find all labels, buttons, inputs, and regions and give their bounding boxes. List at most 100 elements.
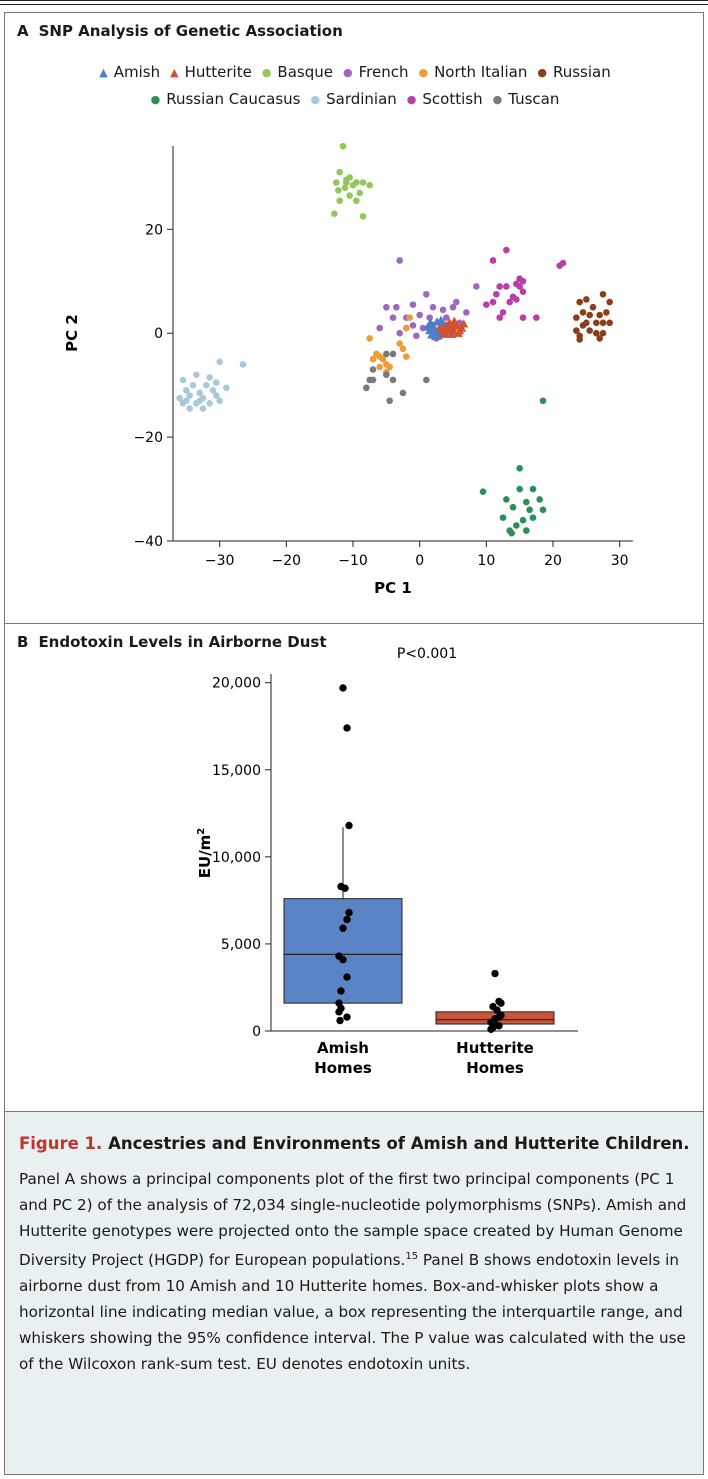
point-russian — [589, 303, 597, 311]
point-sardinian — [216, 358, 223, 366]
point-sardinian — [213, 392, 220, 399]
point-scottish — [519, 277, 527, 285]
x-category-label-hutterite: Hutterite — [456, 1039, 534, 1057]
panel-a-letter: A — [17, 22, 29, 40]
y-tick-label: 20 — [145, 222, 163, 238]
caption-figure-label: Figure 1. — [19, 1134, 103, 1153]
point-russian — [593, 319, 600, 327]
point-russian — [573, 314, 580, 321]
point-sardinian — [203, 381, 210, 389]
point-french — [389, 314, 397, 321]
point-sardinian — [186, 405, 193, 412]
top-rule — [0, 0, 708, 5]
legend-marker-russian: ● — [537, 66, 547, 79]
legend-marker-north-italian: ● — [418, 66, 429, 79]
legend-item-russian: ● Russian — [537, 63, 610, 81]
y-tick-label: 10,000 — [212, 850, 261, 866]
point-sardinian — [179, 376, 187, 384]
point-french — [449, 303, 457, 311]
legend-label-tuscan: Tuscan — [508, 90, 560, 108]
point-russian — [586, 327, 593, 334]
point-russian — [579, 309, 587, 316]
data-point-amish — [335, 1008, 343, 1016]
y-axis-title: EU/m2 — [196, 828, 214, 879]
point-scottish — [519, 288, 527, 295]
point-basque — [353, 179, 360, 186]
point-basque — [346, 192, 353, 199]
point-russian — [586, 311, 593, 319]
y-tick-label: −20 — [133, 430, 163, 446]
point-hutterite — [453, 328, 463, 337]
point-north-italian — [403, 324, 410, 332]
point-tuscan — [389, 350, 397, 358]
point-french — [439, 306, 447, 314]
point-basque — [366, 181, 373, 189]
point-tuscan — [363, 384, 370, 392]
point-french — [463, 309, 470, 316]
caption-text-part-2: Panel B shows endotoxin levels in airbor… — [19, 1251, 686, 1374]
point-french — [453, 298, 460, 306]
point-basque — [335, 187, 342, 194]
data-point-amish — [339, 684, 347, 692]
legend-marker-hutterite: ▲ — [170, 66, 179, 79]
point-russian-caucasus — [523, 498, 530, 506]
caption-heading: Ancestries and Environments of Amish and… — [108, 1134, 690, 1153]
x-tick-label: 10 — [477, 553, 495, 569]
point-scottish — [499, 309, 507, 316]
point-russian-caucasus — [526, 506, 533, 514]
data-point-amish — [343, 724, 351, 732]
point-russian-caucasus — [509, 503, 517, 511]
x-tick-label: 0 — [415, 553, 424, 569]
box-plot: 0 5,000 10,000 15,000 20,000 P<0.001 EU/m2 Amis… — [196, 646, 578, 1077]
p-value-annotation: P<0.001 — [397, 646, 457, 662]
legend-item-north-italian: ● North Italian — [418, 63, 527, 81]
data-point-amish — [339, 955, 347, 964]
point-tuscan — [386, 397, 393, 405]
point-french — [416, 311, 423, 319]
legend-item-tuscan: ● Tuscan — [493, 90, 560, 108]
data-point-amish — [336, 1016, 344, 1025]
data-point-amish — [339, 924, 347, 932]
x-category-sublabel-hutterite: Homes — [466, 1059, 524, 1077]
point-sardinian — [196, 397, 203, 405]
panel-a-heading: SNP Analysis of Genetic Association — [38, 22, 343, 40]
point-french — [396, 329, 403, 337]
data-point-amish — [345, 821, 353, 830]
point-russian-caucasus — [529, 514, 537, 521]
legend-marker-amish: ▲ — [99, 66, 108, 79]
legend-item-scottish: ● Scottish — [407, 90, 483, 108]
point-russian-caucasus — [508, 529, 515, 537]
point-russian-caucasus — [539, 506, 547, 514]
point-scottish — [489, 298, 497, 306]
point-russian — [573, 327, 580, 334]
point-hutterite — [457, 323, 467, 332]
point-russian-caucasus — [539, 397, 547, 405]
point-sardinian — [196, 389, 203, 397]
point-russian — [593, 329, 600, 337]
point-russian — [583, 319, 590, 327]
point-french — [413, 332, 420, 340]
point-basque — [333, 179, 340, 186]
point-french — [429, 303, 437, 311]
point-french — [393, 303, 400, 311]
point-russian — [606, 298, 613, 306]
legend-item-russian-caucasus: ● Russian Caucasus — [151, 90, 301, 108]
caption-reference: 15 — [405, 1251, 419, 1262]
point-hutterite — [448, 322, 458, 331]
point-north-italian — [376, 353, 383, 360]
point-sardinian — [186, 392, 193, 399]
point-sardinian — [183, 387, 190, 394]
point-scottish — [533, 314, 540, 321]
point-russian-caucasus — [516, 485, 523, 493]
point-north-italian — [366, 335, 373, 342]
data-point-hutterite — [495, 1022, 503, 1030]
point-hutterite — [438, 328, 448, 337]
legend-marker-basque: ● — [261, 66, 272, 79]
point-basque — [356, 189, 363, 197]
point-hutterite — [443, 326, 453, 335]
point-scottish — [513, 296, 520, 303]
point-tuscan — [389, 376, 397, 384]
point-scottish — [503, 283, 510, 290]
y-axis-title-superscript: 2 — [196, 828, 207, 835]
y-axis-title-base: EU/m — [196, 835, 214, 879]
